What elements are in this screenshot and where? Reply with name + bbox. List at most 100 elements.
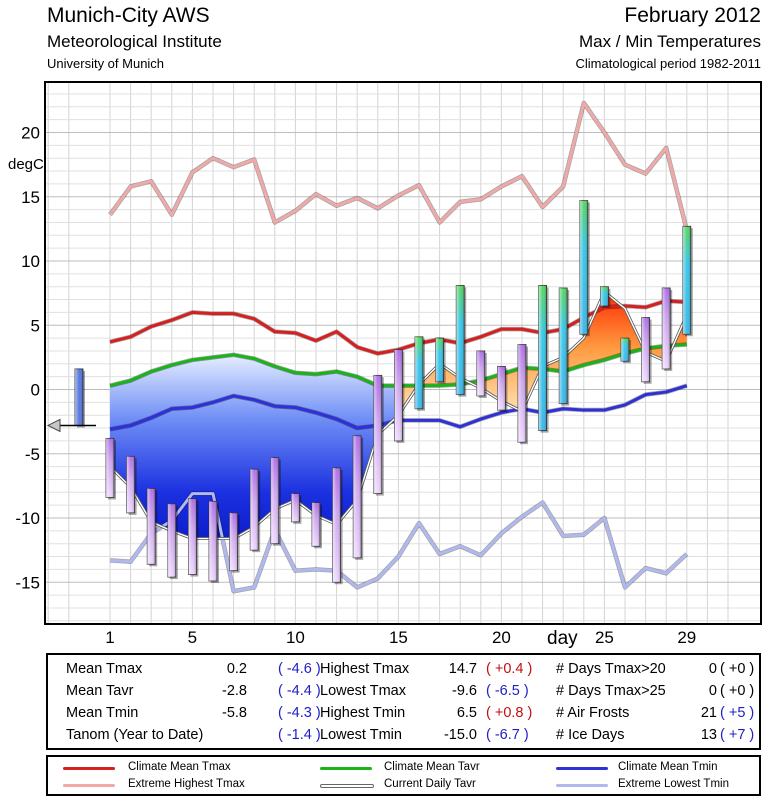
daily-bar-shine xyxy=(538,285,547,431)
daily-bar-shine xyxy=(312,502,320,547)
x-tick-label: 25 xyxy=(595,628,614,647)
daily-bar-shine xyxy=(579,200,588,335)
legend-label: Climate Mean Tavr xyxy=(384,761,480,773)
stat-anomaly: ( -4.3 ) xyxy=(278,705,321,721)
stat-value: 14.7 xyxy=(448,661,477,677)
stat-value: -5.8 xyxy=(222,705,247,721)
daily-bar-shine xyxy=(250,469,259,551)
daily-bar-shine xyxy=(435,338,444,382)
stat-label: Highest Tmin xyxy=(320,705,406,721)
stat-value: 0.2 xyxy=(226,661,247,677)
daily-bar-shine xyxy=(332,467,341,583)
legend-swatch xyxy=(556,767,608,770)
stat-anomaly: ( +0.8 ) xyxy=(486,705,533,721)
stat-anomaly: ( -6.7 ) xyxy=(486,727,529,743)
stat-anomaly: ( +0 ) xyxy=(720,683,755,699)
legend-label: Current Daily Tavr xyxy=(384,778,476,790)
legend-swatch xyxy=(63,784,115,787)
stat-label: Mean Tavr xyxy=(66,683,134,699)
x-tick-label: 1 xyxy=(105,628,114,647)
stat-label: Tanom (Year to Date) xyxy=(66,727,204,743)
anomaly-fills xyxy=(110,291,687,539)
institute-title: Meteorological Institute xyxy=(47,32,222,51)
y-tick-label: 5 xyxy=(31,316,40,335)
daily-bar-shine xyxy=(270,457,279,544)
stat-label: # Ice Days xyxy=(556,727,625,743)
stat-value: 13 xyxy=(700,727,717,743)
x-tick-label: 15 xyxy=(389,628,408,647)
stat-value: 6.5 xyxy=(456,705,477,721)
station-title: Munich-City AWS xyxy=(47,4,210,27)
chart-subtitle: Max / Min Temperatures xyxy=(578,32,761,51)
y-tick-label: -10 xyxy=(15,509,40,528)
stat-anomaly: ( +0.4 ) xyxy=(486,661,533,677)
daily-bar-shine xyxy=(209,501,217,581)
y-tick-label: 20 xyxy=(21,124,40,143)
legend-label: Climate Mean Tmin xyxy=(618,761,718,773)
y-tick-label: 10 xyxy=(21,252,40,271)
stat-anomaly: ( -4.4 ) xyxy=(278,683,321,699)
daily-bar-shine xyxy=(621,338,629,362)
warm-anomaly-fill xyxy=(398,291,687,416)
legend-swatch xyxy=(63,767,115,770)
stat-value: -9.6 xyxy=(452,683,477,699)
daily-bar-shine xyxy=(682,226,691,335)
daily-bar-shine xyxy=(518,344,526,443)
daily-bar-shine xyxy=(415,336,423,409)
stat-label: Highest Tmax xyxy=(320,661,410,677)
y-tick-label: 15 xyxy=(21,188,40,207)
statistics-panel: Mean Tmax 0.2 ( -4.6 ) Highest Tmax 14.7 ( +0… xyxy=(46,653,761,750)
month-title: February 2012 xyxy=(624,4,761,27)
daily-bar-shine xyxy=(147,488,156,565)
legend-swatch xyxy=(320,784,374,788)
daily-bar-shine xyxy=(662,287,671,369)
annual-tanom-arrow xyxy=(46,418,61,433)
stat-label: # Days Tmax>25 xyxy=(556,683,666,699)
daily-bar-shine xyxy=(167,503,176,578)
legend-label: Climate Mean Tmax xyxy=(128,761,231,773)
stat-anomaly: ( +0 ) xyxy=(720,661,755,677)
stat-anomaly: ( +7 ) xyxy=(720,727,755,743)
daily-bar-shine xyxy=(106,438,114,498)
stat-anomaly: ( -4.6 ) xyxy=(278,661,321,677)
legend-label: Extreme Lowest Tmin xyxy=(618,778,729,790)
daily-bar-shine xyxy=(497,366,506,411)
legend-swatch xyxy=(556,784,608,787)
daily-bar-shine xyxy=(600,286,609,306)
series-lines xyxy=(108,100,689,594)
annual-marker xyxy=(46,368,96,433)
daily-bar-shine xyxy=(229,512,238,571)
daily-bar-shine xyxy=(291,493,300,522)
daily-bar-shine xyxy=(559,287,568,404)
daily-bar-shine xyxy=(126,456,135,513)
daily-bar-shine xyxy=(456,285,465,395)
x-tick-label: 20 xyxy=(492,628,511,647)
period-title: Climatological period 1982-2011 xyxy=(575,56,762,71)
stat-label: Mean Tmin xyxy=(66,705,139,721)
stat-anomaly: ( -6.5 ) xyxy=(486,683,529,699)
x-tick-label: 29 xyxy=(677,628,696,647)
daily-bar-shine xyxy=(373,375,382,494)
y-tick-label: 0 xyxy=(31,381,40,400)
extreme-lowest-tmin-line xyxy=(109,492,688,593)
x-axis-label: day xyxy=(547,628,578,649)
legend-label: Extreme Highest Tmax xyxy=(128,778,245,790)
y-axis-label: degC xyxy=(8,156,44,173)
daily-bar-shine xyxy=(641,317,650,382)
cold-anomaly-fill xyxy=(110,354,399,539)
stat-anomaly: ( -1.4 ) xyxy=(278,727,321,743)
daily-bars xyxy=(105,200,693,585)
stat-label: # Days Tmax>20 xyxy=(556,661,666,677)
stat-value: -15.0 xyxy=(443,727,477,743)
y-tick-label: -15 xyxy=(15,573,40,592)
university-title: University of Munich xyxy=(47,56,165,71)
extreme-highest-tmax-line xyxy=(108,101,689,231)
daily-bar-shine xyxy=(476,350,485,396)
daily-bar-shine xyxy=(188,498,197,575)
stat-anomaly: ( +5 ) xyxy=(720,705,755,721)
annual-bar-shine xyxy=(75,368,83,426)
legend-swatch xyxy=(320,767,372,770)
